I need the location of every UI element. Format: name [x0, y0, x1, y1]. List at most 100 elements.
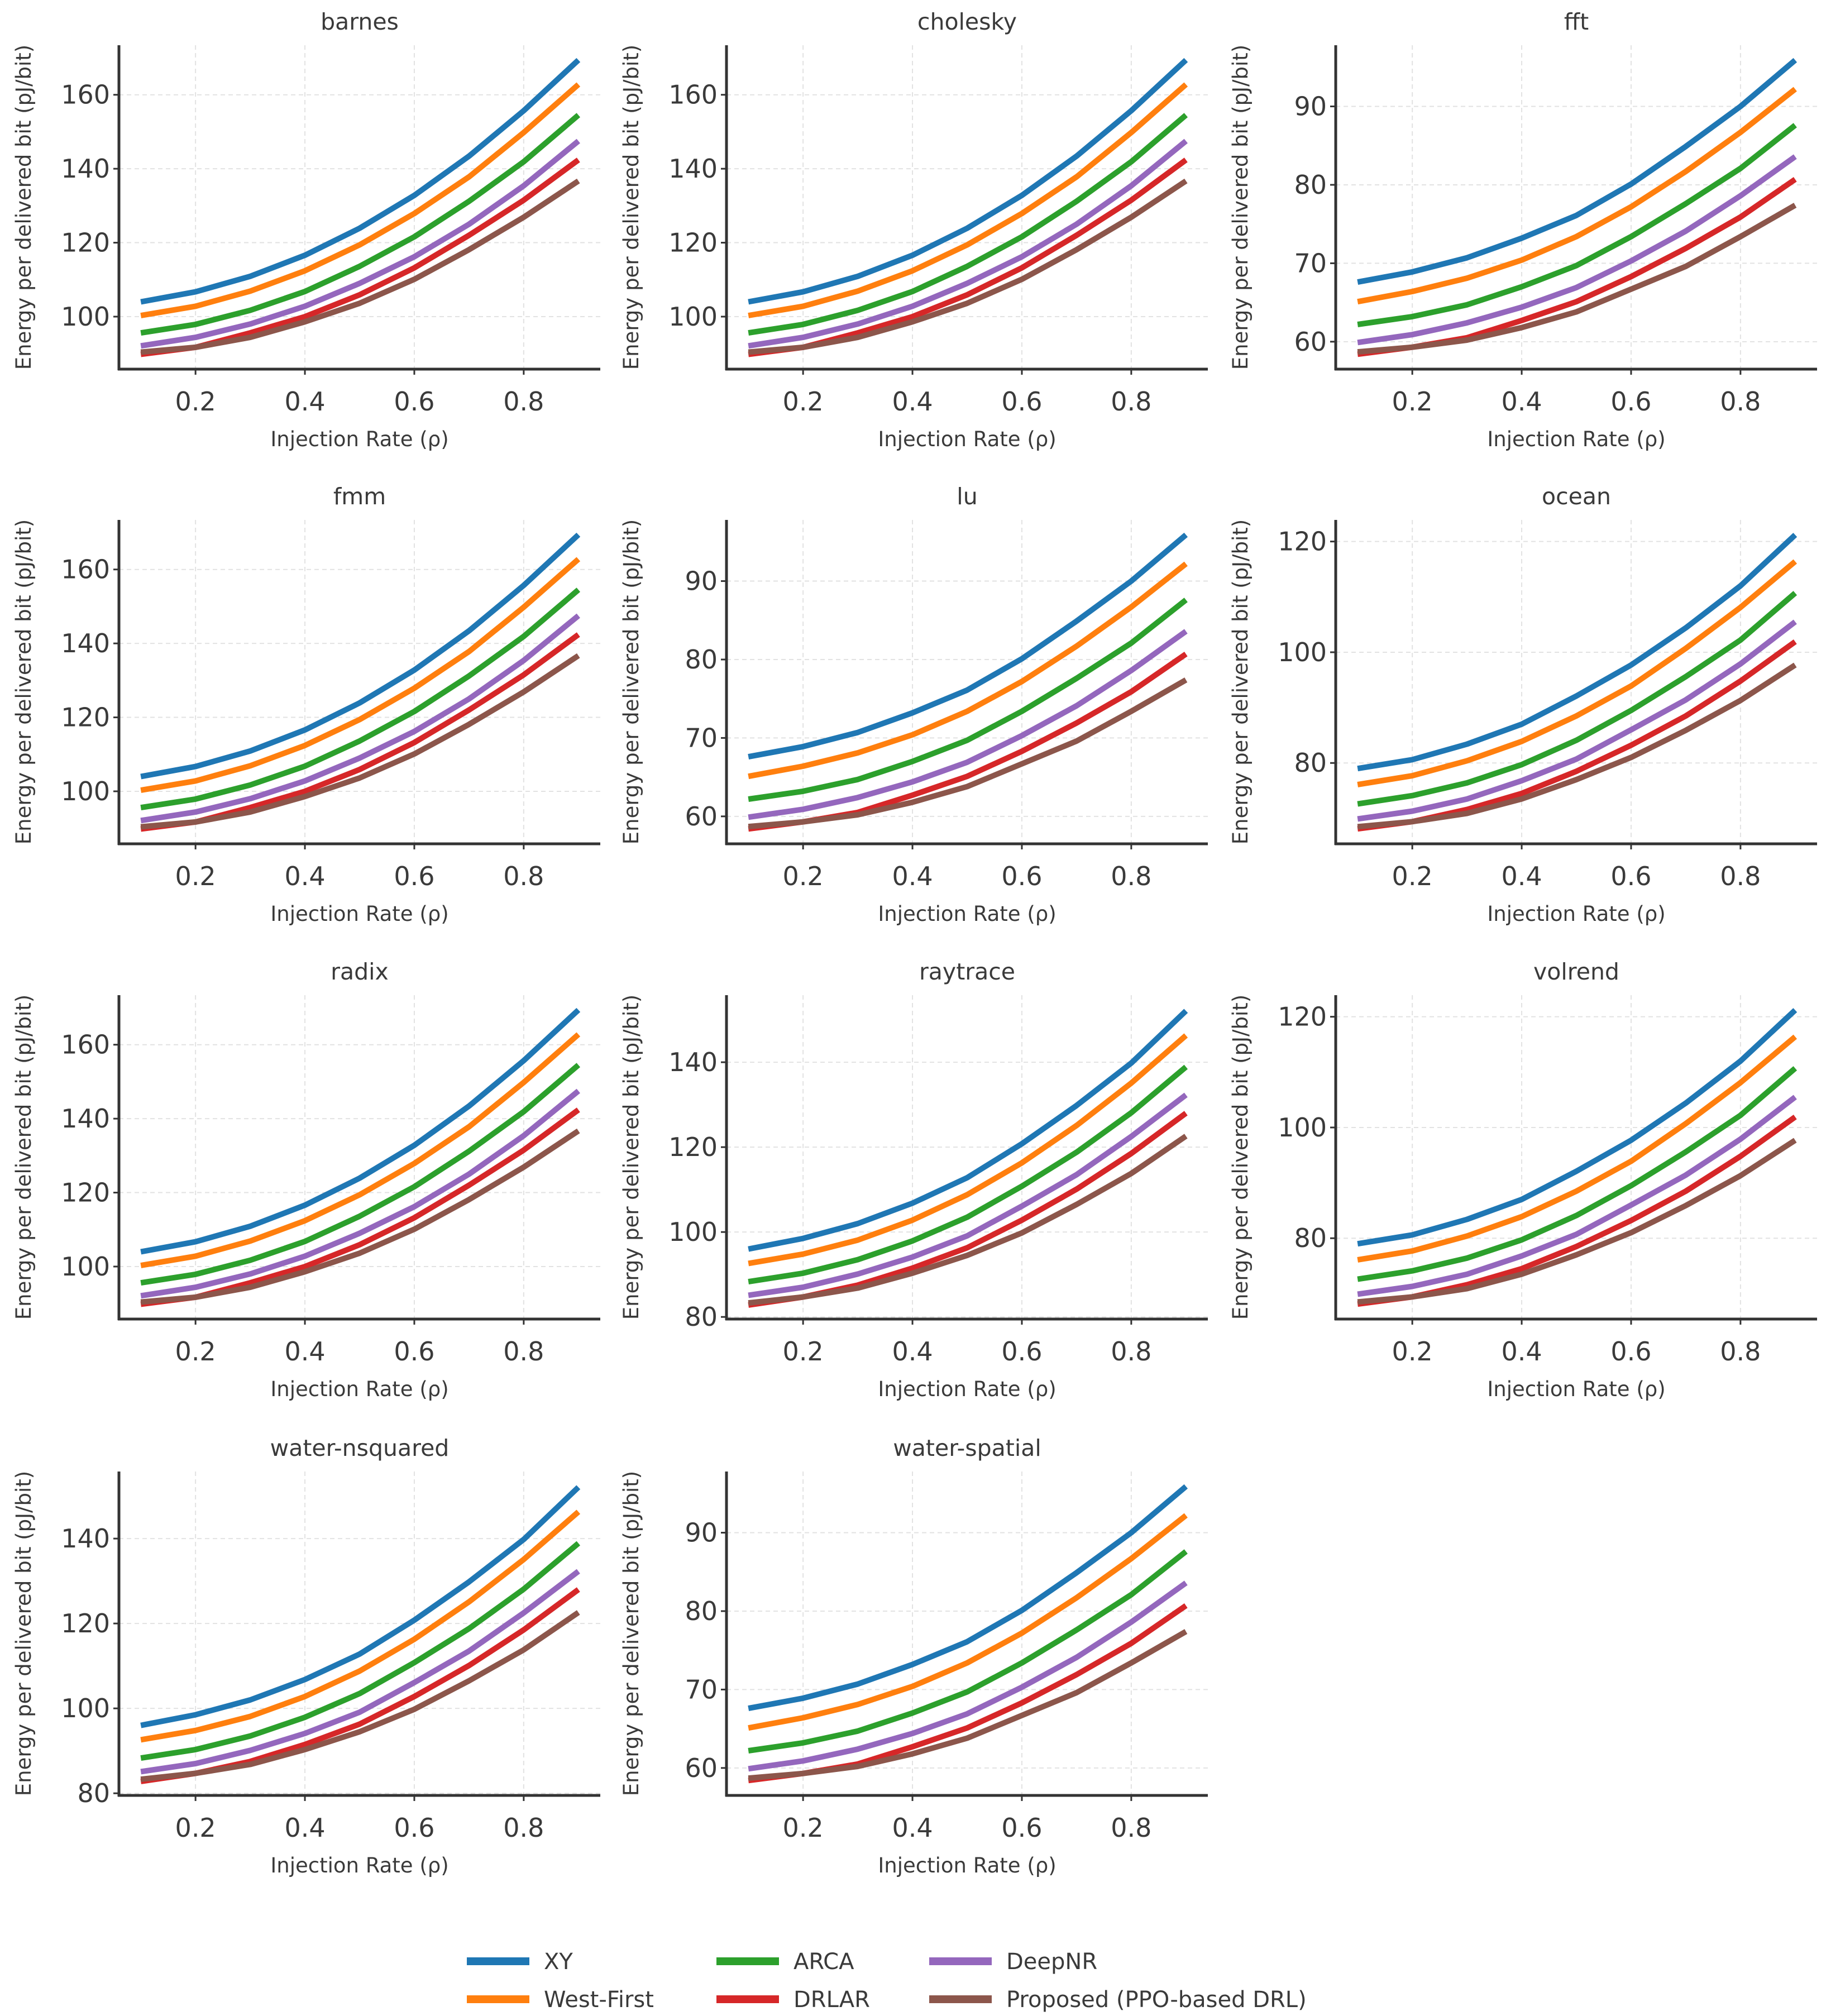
y-tick-label: 100 — [61, 776, 110, 806]
y-tick-label: 70 — [1294, 248, 1327, 278]
y-axis-label: Energy per delivered bit (pJ/bit) — [1229, 995, 1253, 1320]
subplot-title: water-nsquared — [270, 1435, 450, 1461]
series-line-xy — [748, 532, 1188, 760]
y-tick-label: 100 — [61, 1693, 110, 1723]
series-line-west-first — [748, 82, 1188, 318]
subplot-title: lu — [957, 483, 977, 510]
x-tick-label: 0.8 — [1720, 861, 1761, 891]
series-line-xy — [1357, 58, 1798, 285]
y-axis-label: Energy per delivered bit (pJ/bit) — [1229, 519, 1253, 844]
y-tick-label: 140 — [61, 628, 110, 658]
y-tick-label: 120 — [61, 703, 110, 733]
series-line-deepnr — [1357, 1095, 1797, 1297]
series-line-west-first — [140, 557, 581, 793]
y-axis-label: Energy per delivered bit (pJ/bit) — [619, 519, 643, 844]
x-tick-label: 0.4 — [892, 1336, 933, 1367]
x-axis-label: Injection Rate (ρ) — [270, 902, 448, 926]
series-line-proposed — [748, 1134, 1188, 1306]
series-line-arca — [748, 113, 1188, 336]
y-tick-label: 100 — [61, 1251, 110, 1282]
legend-label: ARCA — [794, 1949, 854, 1975]
series-line-proposed — [748, 178, 1188, 355]
series-line-proposed — [748, 1629, 1188, 1781]
y-tick-label: 60 — [685, 1753, 718, 1783]
x-tick-label: 0.2 — [783, 1336, 824, 1367]
subplot-water-spatial: 0.2 0.4 0.6 0.8 60 70 80 90 water-spatial Injecti… — [619, 1435, 1208, 1878]
series-line-west-first — [1357, 1034, 1798, 1263]
x-tick-label: 0.8 — [503, 1336, 544, 1367]
series-line-proposed — [140, 1610, 580, 1783]
legend-label: Proposed (PPO-based DRL) — [1006, 1987, 1307, 2013]
subplot-title: water-spatial — [893, 1435, 1041, 1461]
series-line-west-first — [140, 1032, 581, 1268]
x-tick-label: 0.2 — [1392, 861, 1433, 891]
y-tick-label: 100 — [1278, 1112, 1327, 1143]
legend: XY West-First ARCA DRLAR DeepNR Proposed (PPO… — [467, 1949, 1307, 2013]
subplot-title: raytrace — [919, 958, 1015, 985]
x-tick-label: 0.4 — [892, 1813, 933, 1843]
series-line-west-first — [748, 1513, 1188, 1731]
series-line-deepnr — [140, 1088, 580, 1299]
series-line-xy — [748, 1009, 1188, 1252]
series-line-arca — [140, 113, 581, 336]
series-line-arca — [1357, 591, 1798, 807]
series-line-deepnr — [748, 629, 1188, 820]
y-tick-label: 100 — [668, 302, 718, 332]
x-tick-label: 0.6 — [1610, 861, 1651, 891]
y-tick-label: 100 — [668, 1217, 718, 1247]
y-tick-label: 140 — [61, 1523, 110, 1554]
subplot-raytrace: 0.2 0.4 0.6 0.8 80 100 120 140 raytrace Injection… — [619, 958, 1208, 1401]
series-line-west-first — [140, 82, 581, 318]
y-tick-label: 140 — [61, 154, 110, 184]
y-axis-label: Energy per delivered bit (pJ/bit) — [12, 995, 36, 1320]
x-tick-label: 0.4 — [284, 861, 325, 891]
x-tick-label: 0.2 — [175, 861, 216, 891]
y-tick-label: 120 — [61, 1178, 110, 1208]
x-axis-label: Injection Rate (ρ) — [878, 427, 1056, 451]
x-axis-label: Injection Rate (ρ) — [878, 1853, 1056, 1878]
subplot-cholesky: 0.2 0.4 0.6 0.8 100 120 140 160 cholesky Injectio… — [619, 8, 1208, 451]
series-line-xy — [140, 1485, 581, 1728]
x-tick-label: 0.2 — [783, 861, 824, 891]
y-tick-label: 80 — [685, 644, 718, 675]
x-tick-label: 0.4 — [284, 1336, 325, 1367]
x-tick-label: 0.2 — [175, 386, 216, 417]
y-tick-label: 80 — [77, 1778, 110, 1808]
x-tick-label: 0.6 — [394, 386, 434, 417]
x-tick-label: 0.8 — [1111, 1813, 1151, 1843]
series-line-xy — [140, 532, 581, 780]
subplot-title: fft — [1564, 8, 1589, 35]
x-tick-label: 0.2 — [175, 1813, 216, 1843]
y-tick-label: 160 — [61, 1030, 110, 1060]
y-axis-label: Energy per delivered bit (pJ/bit) — [12, 45, 36, 370]
subplot-title: volrend — [1533, 958, 1619, 985]
series-line-deepnr — [1357, 619, 1797, 822]
x-tick-label: 0.6 — [1610, 386, 1651, 417]
x-axis-label: Injection Rate (ρ) — [270, 1853, 448, 1878]
x-axis-label: Injection Rate (ρ) — [1487, 1377, 1665, 1401]
y-tick-label: 70 — [685, 723, 718, 753]
series-line-west-first — [140, 1509, 581, 1743]
y-tick-label: 120 — [1278, 1002, 1327, 1032]
x-tick-label: 0.8 — [503, 386, 544, 417]
x-tick-label: 0.4 — [1501, 386, 1542, 417]
x-axis-label: Injection Rate (ρ) — [1487, 427, 1665, 451]
series-line-proposed — [140, 178, 580, 355]
series-line-proposed — [140, 1128, 580, 1305]
x-axis-label: Injection Rate (ρ) — [270, 1377, 448, 1401]
series-line-xy — [140, 1007, 581, 1255]
series-line-deepnr — [748, 1580, 1188, 1772]
series-line-deepnr — [140, 138, 580, 349]
subplot-title: cholesky — [917, 8, 1017, 35]
y-tick-label: 80 — [685, 1302, 718, 1332]
x-tick-label: 0.4 — [1501, 861, 1542, 891]
subplot-barnes: 0.2 0.4 0.6 0.8 100 120 140 160 barnes Injection … — [12, 8, 600, 451]
legend-label: XY — [544, 1949, 573, 1975]
y-tick-label: 90 — [685, 1518, 718, 1548]
x-axis-label: Injection Rate (ρ) — [1487, 902, 1665, 926]
y-axis-label: Energy per delivered bit (pJ/bit) — [12, 519, 36, 844]
subplot-fmm: 0.2 0.4 0.6 0.8 100 120 140 160 fmm Injection Rat… — [12, 483, 600, 926]
subplot-title: barnes — [321, 8, 399, 35]
series-line-arca — [140, 1063, 581, 1286]
legend-label: West-First — [544, 1987, 654, 2013]
